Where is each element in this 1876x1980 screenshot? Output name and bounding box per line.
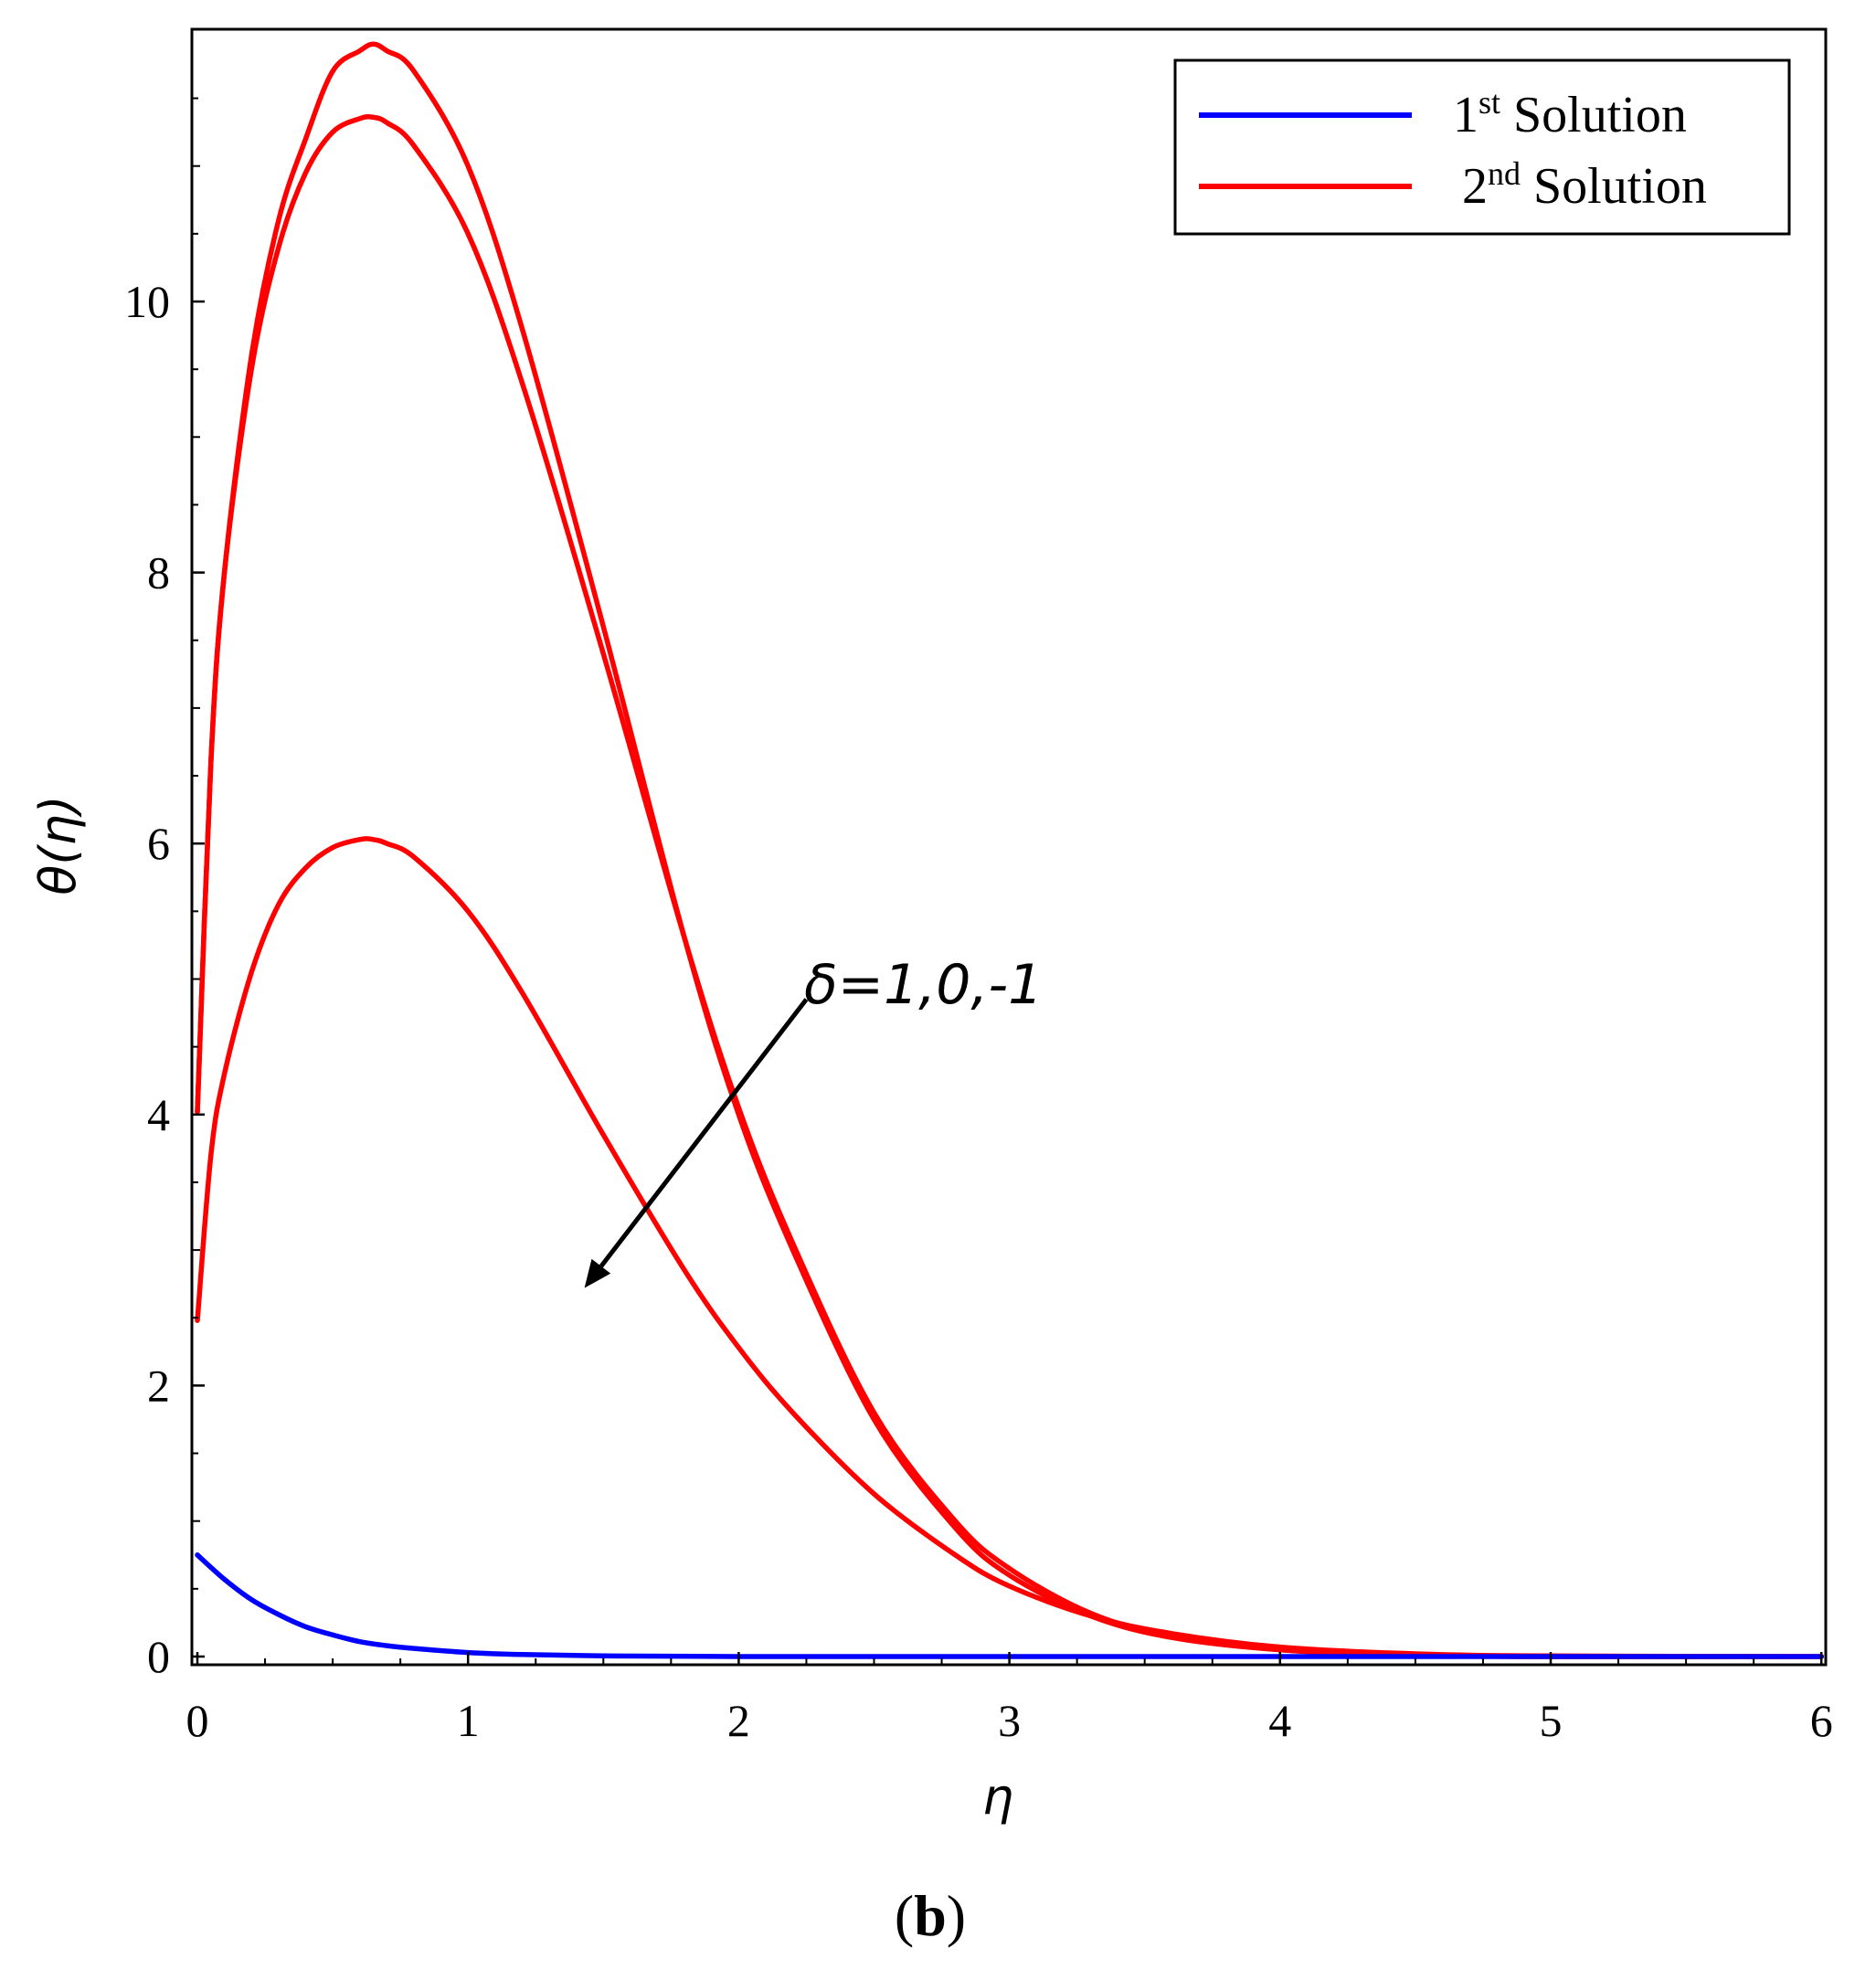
x-axis-title: η — [982, 1768, 1013, 1826]
x-tick-label: 5 — [1540, 1695, 1563, 1746]
caption-letter: b — [914, 1883, 947, 1948]
series-layer — [195, 41, 1824, 1659]
y-axis-title: θ(η) — [29, 795, 87, 895]
series-line-0 — [195, 1552, 1824, 1659]
annotation: δ=1,0,-1 — [584, 953, 1043, 1288]
x-tick-label: 4 — [1268, 1695, 1291, 1746]
y-tick-label: 8 — [147, 547, 170, 598]
legend-box — [1173, 58, 1791, 236]
legend-entries: 1st Solution 2nd Solution — [1199, 84, 1707, 215]
annotation-text: δ=1,0,-1 — [804, 953, 1043, 1017]
figure-caption: (b) — [895, 1883, 966, 1948]
series-line-3 — [195, 836, 1824, 1659]
x-tick-label: 1 — [457, 1695, 480, 1746]
annotation-arrow — [599, 998, 809, 1268]
annotation-arrowhead — [584, 1258, 611, 1288]
caption-close-paren: ) — [947, 1883, 966, 1948]
y-tick-label: 2 — [147, 1360, 170, 1411]
y-tick-label: 10 — [124, 276, 170, 327]
x-tick-label: 3 — [998, 1695, 1021, 1746]
y-tick-label: 4 — [147, 1089, 170, 1140]
legend: 1st Solution 2nd Solution — [1173, 58, 1791, 236]
x-tick-label: 6 — [1810, 1695, 1833, 1746]
legend-label: 2nd Solution — [1462, 155, 1707, 215]
y-tick-label: 6 — [147, 818, 170, 869]
axes-layer: 0 1 2 3 4 5 6 0 2 4 6 8 10 — [124, 97, 1833, 1746]
series-line-2 — [195, 114, 1824, 1659]
caption-open-paren: ( — [895, 1883, 914, 1948]
legend-label: 1st Solution — [1453, 84, 1687, 143]
x-tick-label: 0 — [186, 1695, 209, 1746]
y-tick-label: 0 — [147, 1631, 170, 1682]
x-tick-label: 2 — [727, 1695, 750, 1746]
